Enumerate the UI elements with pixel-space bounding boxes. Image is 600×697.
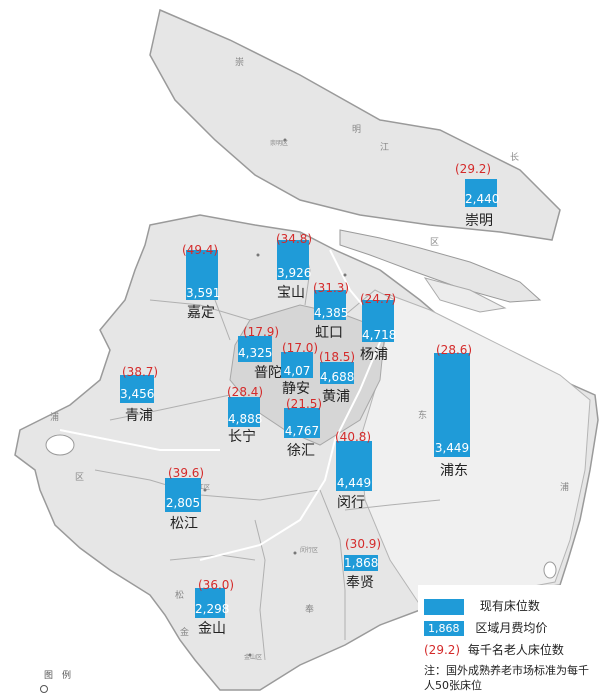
legend-note: 注：国外成熟养老市场标准为每千人50张床位 [424,664,589,692]
district-name: 虹口 [315,325,343,341]
beds-per-thousand-label: (17.0) [282,341,319,355]
beds-per-thousand-label: (21.5) [286,397,323,411]
beds-per-thousand-label: (28.4) [227,385,264,399]
bed-count-bar [238,336,272,362]
legend-bar-swatch [424,598,464,615]
svg-text:区: 区 [430,237,439,248]
bed-count-bar [320,362,354,384]
district-name: 嘉定 [187,305,215,321]
beds-per-thousand-label: (29.2) [455,162,492,176]
bed-count-bar [465,179,497,207]
beds-per-thousand-label: (24.7) [360,292,397,306]
legend-bar-row: 现有床位数 [424,597,540,615]
monthly-price-label: 2,440 [465,192,500,206]
bed-count-bar [336,441,372,491]
monthly-price-label: 3,591 [186,286,221,300]
bed-count-bar [228,397,260,427]
beds-per-thousand-label: (30.9) [345,537,382,551]
beds-per-thousand-label: (18.5) [319,350,356,364]
legend-ratio-row: (29.2) 每千名老人床位数 [424,641,564,658]
legend-price-row: 1,868 区域月费均价 [424,619,547,636]
district-name: 徐汇 [287,443,315,459]
chongming-island [149,8,561,241]
monthly-price-label: 4,718 [362,328,397,342]
monthly-price-label: 1,868 [344,556,379,570]
svg-text:闵行区: 闵行区 [300,546,318,554]
svg-text:崇: 崇 [235,57,244,68]
beds-per-thousand-label: (38.7) [122,365,159,379]
svg-text:崇明区: 崇明区 [270,140,288,147]
beds-per-thousand-label: (31.3) [313,281,350,295]
legend-ratio-sample: (29.2) [424,643,461,657]
beds-per-thousand-label: (28.6) [436,343,473,357]
bed-count-bar [362,300,394,342]
district-name: 青浦 [125,408,153,424]
beds-per-thousand-label: (36.0) [198,578,235,592]
svg-text:长: 长 [510,151,519,163]
svg-text:江区: 江区 [198,484,210,491]
monthly-price-label: 4,449 [336,476,372,490]
bed-count-bar [344,555,378,571]
svg-text:区: 区 [75,472,84,483]
district-name: 黄浦 [322,389,350,405]
monthly-price-label: 3,449 [434,441,470,455]
bed-count-bar [284,408,320,438]
district-name: 奉贤 [346,575,374,591]
bed-count-bar [314,290,346,320]
monthly-price-label: 3,926 [277,266,312,280]
monthly-price-label: 4,888 [228,412,263,426]
svg-text:松: 松 [175,589,184,601]
monthly-price-label: 4,07 [283,364,311,378]
monthly-price-label: 2,298 [195,602,230,616]
monthly-price-label: 2,805 [165,496,201,510]
district-name: 松江 [170,516,198,532]
beds-per-thousand-label: (40.8) [335,430,372,444]
district-name: 金山 [198,621,226,637]
svg-text:浦: 浦 [560,481,569,493]
beds-per-thousand-label: (39.6) [168,466,205,480]
monthly-price-label: 4,767 [284,424,320,438]
beds-per-thousand-label: (34.8) [276,232,313,246]
bed-count-bar [165,478,201,512]
bed-count-bar [120,375,154,403]
compass-icon [40,685,48,693]
district-name: 静安 [282,381,310,397]
monthly-price-label: 4,325 [238,346,273,360]
bed-count-bar [281,352,313,378]
district-name: 崇明 [465,213,493,229]
legend-price-label: 区域月费均价 [475,621,548,635]
beds-per-thousand-label: (17.9) [243,325,280,339]
legend-bar-label: 现有床位数 [479,599,540,613]
svg-text:金: 金 [180,626,189,638]
bed-count-bar [434,353,470,457]
basemap-labels: 崇明 长江 区东 浦区 崇明区 闵行区 江区 金山区 奉松 金浦 [50,57,569,661]
map-caption: 图 例 [44,671,72,681]
monthly-price-label: 4,385 [314,306,349,320]
svg-text:明: 明 [352,124,361,135]
district-name: 普陀 [254,365,282,381]
svg-text:金山区: 金山区 [244,653,262,661]
bed-count-bar [186,250,218,300]
legend-price-sample: 1,868 [424,621,464,636]
svg-text:东: 东 [418,409,427,421]
svg-text:奉: 奉 [305,603,314,615]
bed-count-bar [195,588,225,618]
district-name: 杨浦 [360,347,388,363]
legend-ratio-label: 每千名老人床位数 [467,643,564,657]
monthly-price-label: 4,688 [320,370,355,384]
district-name: 长宁 [228,429,256,445]
legend: 现有床位数 1,868 区域月费均价 (29.2) 每千名老人床位数 注：国外成… [418,585,598,695]
svg-text:浦: 浦 [50,411,59,423]
district-name: 宝山 [277,285,305,301]
svg-text:江: 江 [380,142,389,153]
beds-per-thousand-label: (49.4) [182,243,219,257]
monthly-price-label: 3,456 [120,387,155,401]
bed-count-bar [277,240,309,280]
district-name: 浦东 [440,463,468,479]
district-name: 闵行 [337,495,365,511]
